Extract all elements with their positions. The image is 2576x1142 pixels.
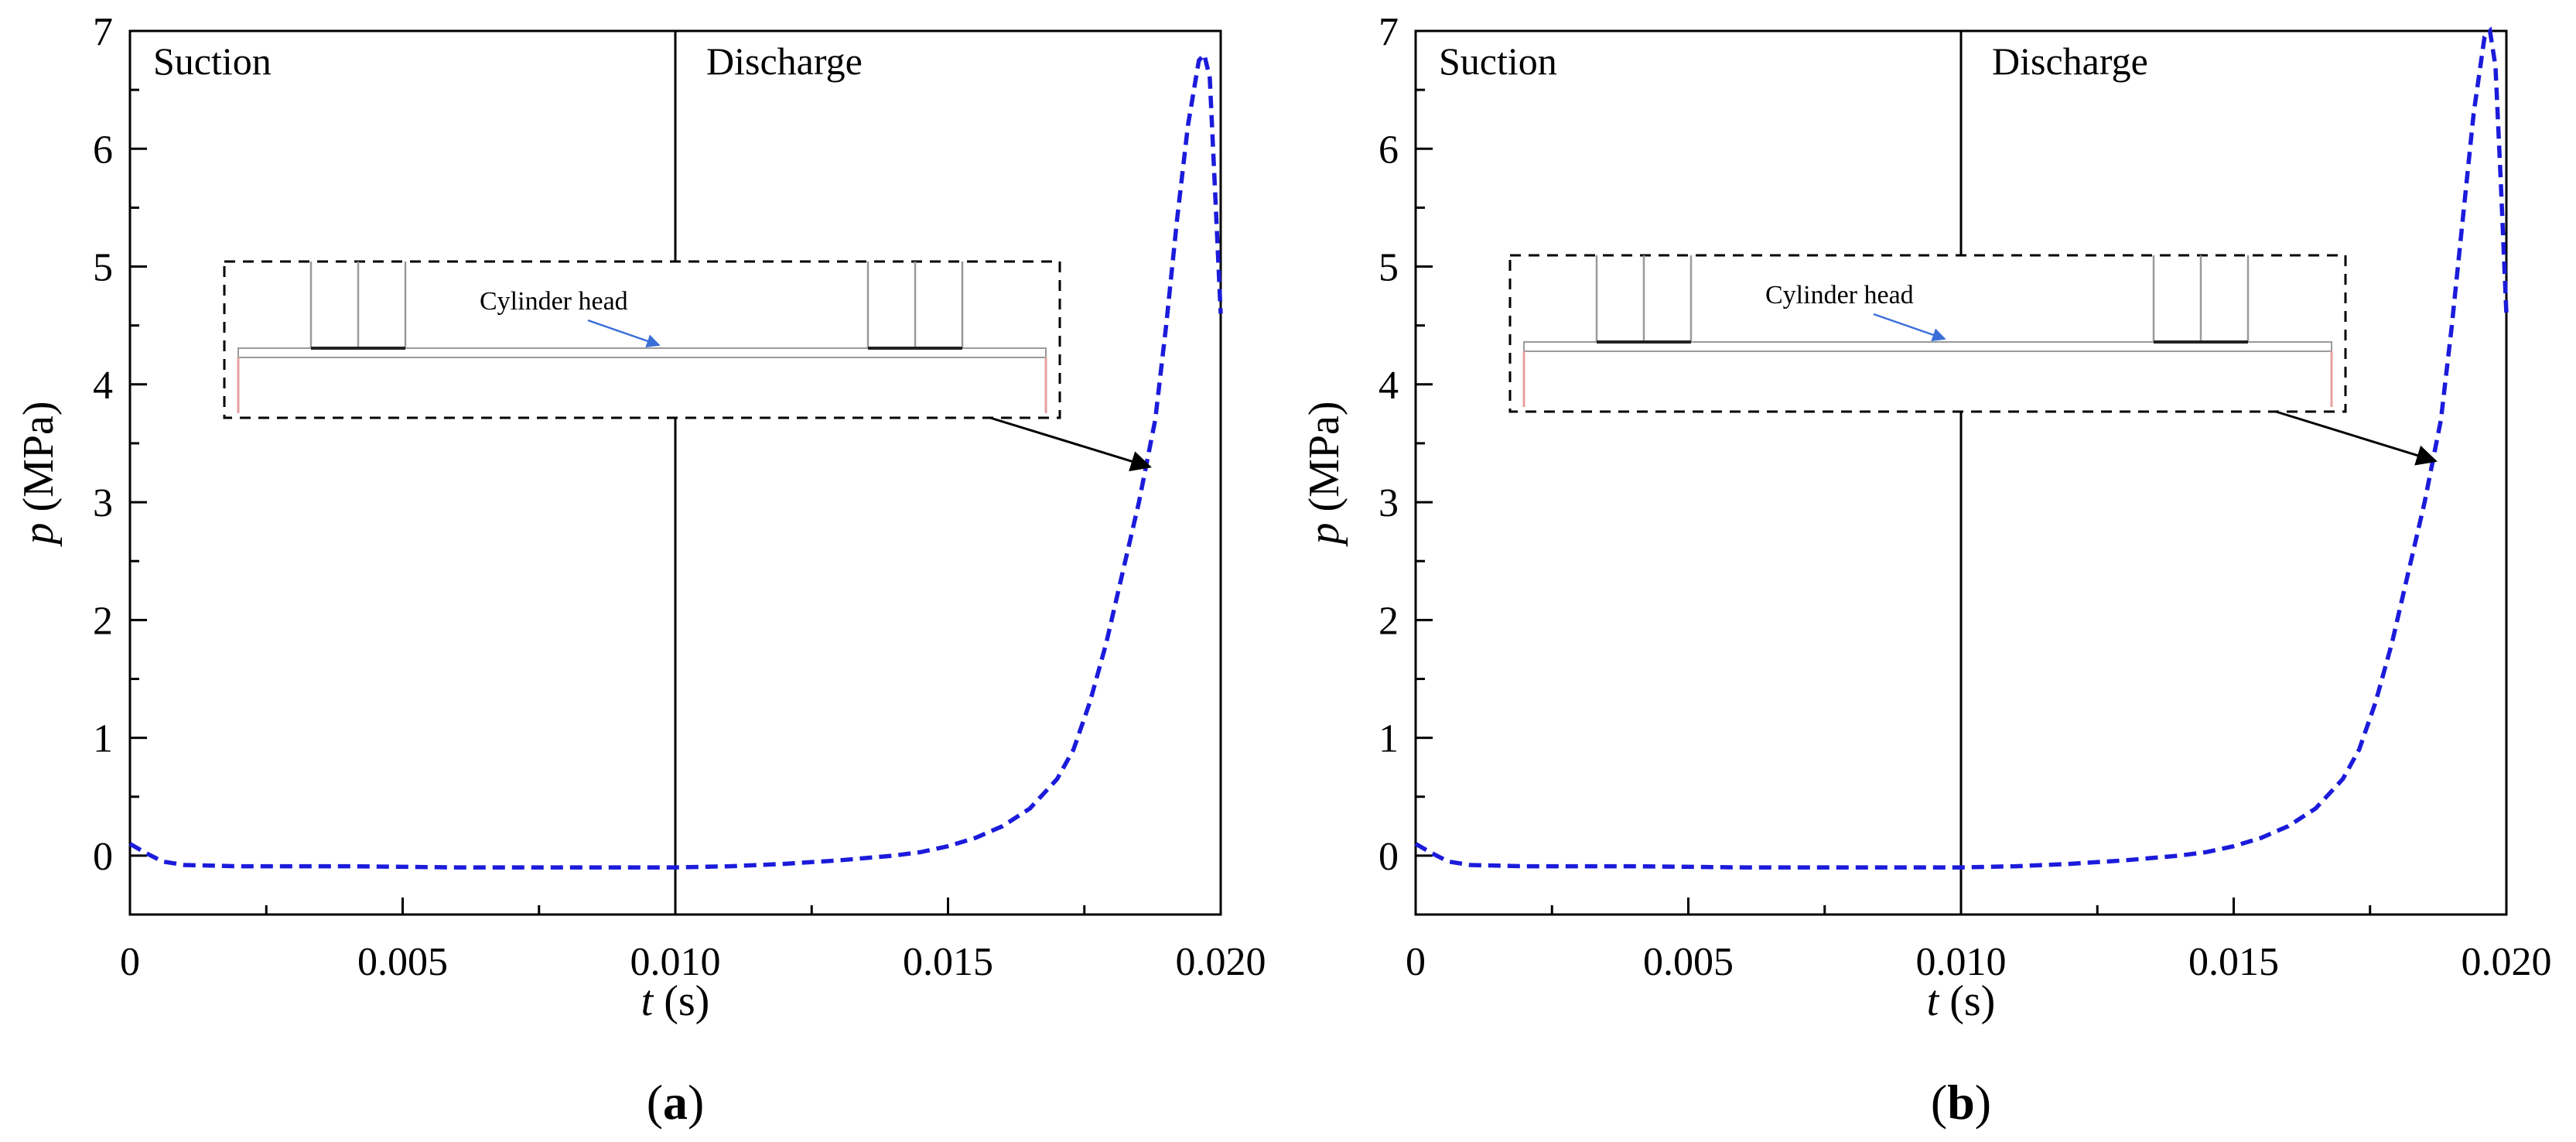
x-tick-label: 0.020 [2462, 940, 2552, 984]
y-tick-label: 5 [1379, 246, 1399, 290]
caption-open-paren: ( [1931, 1075, 1947, 1130]
y-axis-var: p [15, 523, 63, 548]
x-axis-unit: (s) [653, 977, 709, 1025]
y-axis-title: p (MPa) [1300, 401, 1348, 547]
chart-panel-a: 0 0.005 0.010 0.015 0.020 0 1 2 3 4 5 6 7 t (s) p (MPa… [15, 10, 1266, 1130]
x-tick-label: 0.015 [2188, 940, 2279, 984]
y-tick-label: 3 [93, 481, 113, 525]
caption-open-paren: ( [647, 1075, 663, 1130]
panel-caption: (b) [1931, 1075, 1991, 1130]
y-tick-label: 6 [1379, 128, 1399, 172]
y-tick-label: 0 [1379, 835, 1399, 879]
inset-callout-arrow [2275, 410, 2438, 466]
series-line-pressure [128, 50, 1223, 870]
inset-label-arrow [1873, 313, 1946, 342]
x-axis-title: t (s) [1927, 977, 1996, 1025]
inset-label-cylinder-head: Cylinder head [1765, 281, 1914, 309]
y-axis-title: p (MPa) [15, 401, 63, 547]
y-tick-label: 1 [1379, 717, 1399, 761]
chart-panel-b: 0 0.005 0.010 0.015 0.020 0 1 2 3 4 5 6 7 t (s) p (MPa… [1300, 10, 2552, 1130]
x-axis-unit: (s) [1939, 977, 1995, 1025]
x-axis-var: t [641, 977, 654, 1025]
region-label-discharge: Discharge [706, 39, 863, 83]
y-tick-label: 0 [93, 835, 113, 879]
inset-schematic: Cylinder head [1508, 254, 2347, 413]
y-tick-label: 5 [93, 246, 113, 290]
region-label-suction: Suction [1439, 39, 1557, 83]
inset-cylinder-plate [237, 347, 1047, 358]
y-tick-label: 4 [93, 364, 113, 408]
inset-callout-arrow [989, 416, 1152, 472]
y-axis-unit: (MPa) [15, 401, 63, 522]
region-label-suction: Suction [153, 39, 272, 83]
inset-label-cylinder-head: Cylinder head [480, 287, 628, 316]
inset-label-arrow [587, 319, 661, 348]
caption-close-paren: ) [688, 1075, 704, 1130]
y-axis-var: p [1300, 523, 1348, 548]
x-tick-label: 0 [1406, 940, 1426, 984]
caption-letter: a [663, 1075, 688, 1130]
inset-dashed-box [223, 260, 1061, 419]
inset-schematic: Cylinder head [223, 260, 1061, 419]
x-tick-label: 0.005 [357, 940, 448, 984]
y-tick-label: 2 [1379, 599, 1399, 643]
y-tick-label: 3 [1379, 481, 1399, 525]
y-tick-label: 7 [93, 10, 113, 54]
y-tick-label: 2 [93, 599, 113, 643]
x-tick-label: 0.010 [630, 940, 721, 984]
x-tick-label: 0.020 [1176, 940, 1266, 984]
y-tick-label: 7 [1379, 10, 1399, 54]
y-tick-label: 4 [1379, 364, 1399, 408]
x-tick-label: 0.015 [903, 940, 993, 984]
inset-cylinder-plate [1523, 341, 2332, 352]
y-tick-label: 6 [93, 128, 113, 172]
x-tick-label: 0.005 [1643, 940, 1734, 984]
x-axis-var: t [1927, 977, 1940, 1025]
caption-letter: b [1947, 1075, 1975, 1130]
x-axis-title: t (s) [641, 977, 710, 1025]
region-label-discharge: Discharge [1992, 39, 2148, 83]
caption-close-paren: ) [1975, 1075, 1991, 1130]
y-tick-label: 1 [93, 717, 113, 761]
panel-caption: (a) [647, 1075, 705, 1130]
y-axis-unit: (MPa) [1300, 401, 1348, 522]
series-line-pressure [1414, 26, 2509, 870]
x-tick-label: 0 [120, 940, 140, 984]
x-tick-label: 0.010 [1916, 940, 2007, 984]
